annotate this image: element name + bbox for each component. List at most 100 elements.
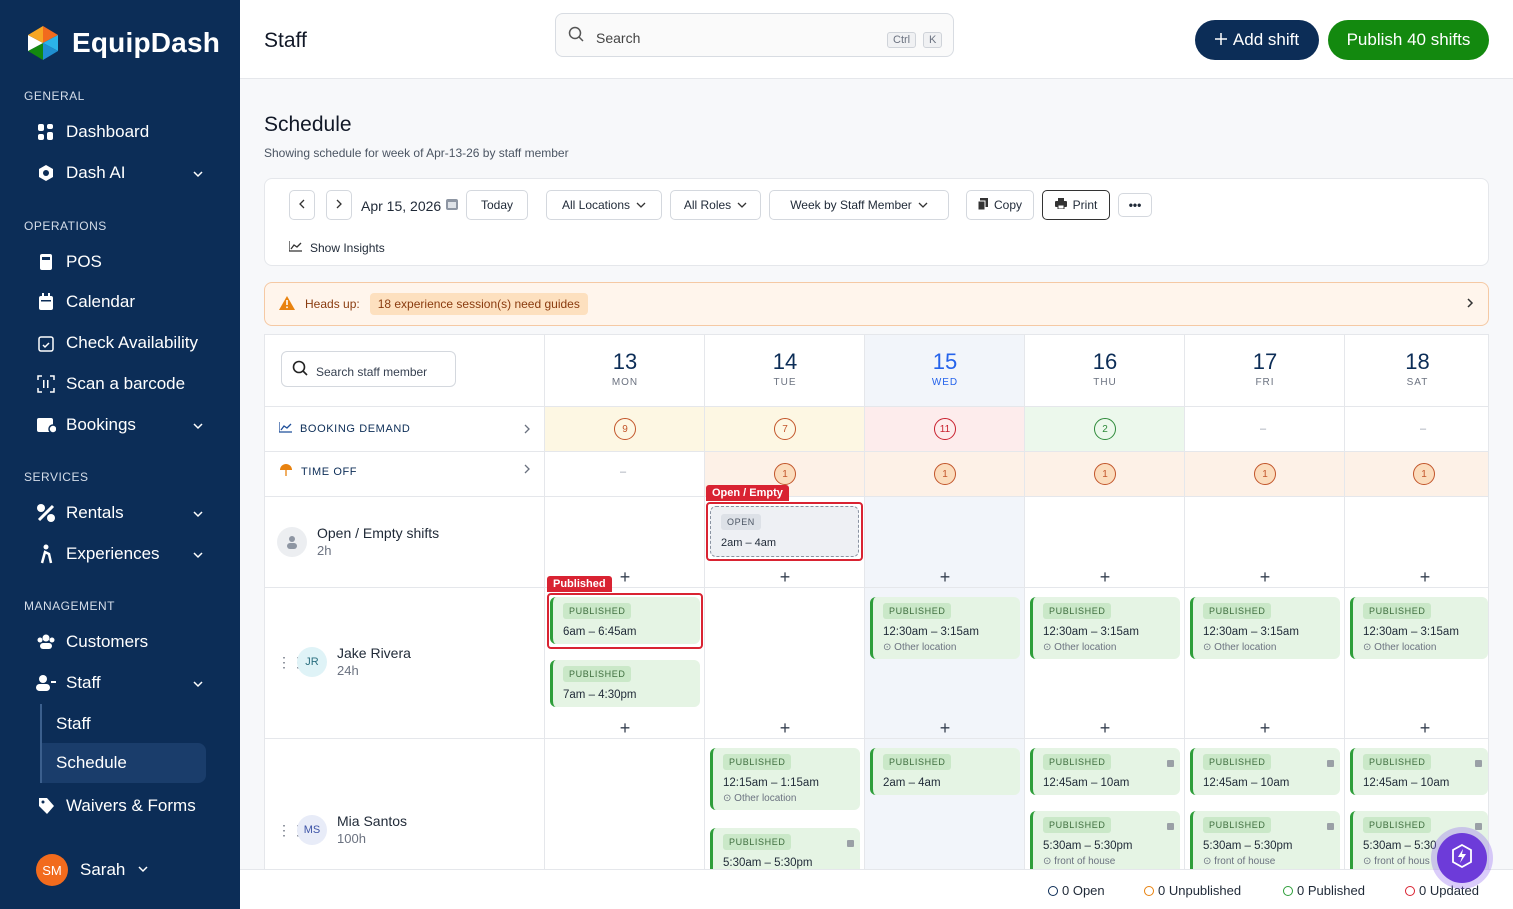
sidebar-item-customers[interactable]: Customers: [36, 625, 216, 659]
search-input[interactable]: Search: [596, 30, 641, 46]
locations-value: All Locations: [561, 198, 631, 212]
chevron-right-icon[interactable]: [523, 463, 531, 477]
add-shift-plus-wed[interactable]: +: [939, 567, 951, 587]
timeoff-count-sat[interactable]: 1: [1413, 463, 1435, 485]
open-shift-card[interactable]: OPEN 2am – 4am: [710, 506, 859, 557]
sidebar-item-pos[interactable]: POS: [36, 245, 216, 279]
shift-card[interactable]: PUBLISHED 12:45am – 10am: [1350, 748, 1488, 795]
time-off-row-label[interactable]: TIME OFF: [279, 464, 357, 479]
shift-card[interactable]: PUBLISHED 12:30am – 3:15am ⊙ Other locatio…: [870, 597, 1020, 659]
shift-card[interactable]: PUBLISHED 12:15am – 1:15am ⊙ Other locatio…: [710, 748, 860, 810]
add-shift-plus-sat[interactable]: +: [1419, 718, 1431, 738]
publish-shifts-button[interactable]: Publish 40 shifts: [1328, 20, 1489, 60]
date-picker[interactable]: Apr 15, 2026: [361, 197, 459, 214]
sidebar-item-experiences[interactable]: Experiences: [36, 537, 216, 571]
global-search[interactable]: Search Ctrl K: [555, 13, 954, 57]
grid-icon: [36, 122, 56, 142]
sidebar-item-scan-barcode[interactable]: Scan a barcode: [36, 367, 216, 401]
lightning-icon: [1451, 843, 1473, 873]
user-menu[interactable]: SM Sarah: [36, 854, 149, 886]
view-dropdown[interactable]: Week by Staff Member: [769, 190, 949, 220]
timeoff-count-tue[interactable]: 1: [774, 463, 796, 485]
shift-card[interactable]: PUBLISHED 7am – 4:30pm: [550, 660, 700, 707]
add-shift-plus-mon[interactable]: +: [619, 567, 631, 587]
add-shift-plus-fri[interactable]: +: [1259, 567, 1271, 587]
chevron-right-icon[interactable]: [523, 423, 531, 437]
location-pin-icon: ⊙: [1043, 856, 1052, 867]
demand-count-thu[interactable]: 2: [1094, 418, 1116, 440]
sidebar-item-dashboard[interactable]: Dashboard: [36, 115, 216, 149]
status-dot-icon: [1048, 885, 1058, 896]
add-shift-button[interactable]: Add shift: [1195, 20, 1319, 60]
shift-card[interactable]: PUBLISHED 12:30am – 3:15am ⊙ Other locatio…: [1350, 597, 1488, 659]
shift-card[interactable]: PUBLISHED 2am – 4am: [870, 748, 1020, 795]
nav-section-operations: OPERATIONS: [24, 219, 107, 233]
day-number: 15: [932, 349, 958, 374]
more-options-button[interactable]: •••: [1118, 193, 1152, 217]
sidebar-item-bookings[interactable]: Bookings: [36, 408, 216, 442]
sidebar-subitem-staff[interactable]: Staff: [40, 704, 206, 744]
shift-card[interactable]: PUBLISHED 12:45am – 10am: [1030, 748, 1180, 795]
staff-row-jake-rivera[interactable]: ⋮⋮ JR Jake Rivera 24h: [277, 645, 411, 678]
grid-divider: [265, 406, 1488, 407]
shift-location: ⊙ front of house: [1203, 856, 1330, 867]
add-shift-plus-wed[interactable]: +: [939, 718, 951, 738]
published-badge: PUBLISHED: [883, 754, 952, 770]
show-insights-toggle[interactable]: Show Insights: [288, 241, 385, 255]
prev-week-button[interactable]: [289, 190, 315, 220]
staff-hours: 24h: [337, 663, 359, 678]
booking-demand-row-label[interactable]: BOOKING DEMAND: [278, 422, 410, 436]
next-week-button[interactable]: [326, 190, 352, 220]
shift-card[interactable]: PUBLISHED 5:30am – 5:30pm: [710, 828, 860, 874]
assistant-fab-button[interactable]: [1437, 833, 1487, 883]
add-shift-plus-sat[interactable]: +: [1419, 567, 1431, 587]
logo[interactable]: EquipDash: [24, 24, 220, 62]
sidebar-item-waivers-forms[interactable]: Waivers & Forms: [36, 789, 216, 823]
sidebar-item-staff[interactable]: Staff: [36, 666, 216, 700]
shift-card[interactable]: PUBLISHED 12:30am – 3:15am ⊙ Other locatio…: [1030, 597, 1180, 659]
sidebar-item-check-availability[interactable]: Check Availability: [36, 326, 216, 360]
search-icon: [568, 26, 584, 45]
timeoff-count-wed[interactable]: 1: [934, 463, 956, 485]
shift-card[interactable]: PUBLISHED 12:30am – 3:15am ⊙ Other locatio…: [1190, 597, 1340, 659]
staff-row-mia-santos[interactable]: ⋮⋮ MS Mia Santos 100h: [277, 813, 407, 846]
add-shift-plus-tue[interactable]: +: [779, 718, 791, 738]
calendar-icon: [36, 292, 56, 312]
chart-icon: [288, 241, 302, 255]
drag-handle-icon[interactable]: ⋮⋮: [277, 653, 305, 670]
add-shift-plus-thu[interactable]: +: [1099, 567, 1111, 587]
search-staff-input[interactable]: Search staff member: [281, 351, 456, 387]
drag-handle-icon[interactable]: ⋮⋮: [277, 821, 305, 838]
calendar-icon: [445, 197, 459, 214]
heads-up-alert[interactable]: Heads up: 18 experience session(s) need …: [264, 282, 1489, 326]
add-shift-plus-tue[interactable]: +: [779, 567, 791, 587]
published-badge: PUBLISHED: [1363, 603, 1432, 619]
shift-card[interactable]: PUBLISHED 5:30am – 5:30pm ⊙ front of house: [1190, 811, 1340, 874]
timeoff-count-thu[interactable]: 1: [1094, 463, 1116, 485]
selected-shift-outline: [706, 502, 863, 561]
shift-card[interactable]: PUBLISHED 6am – 6:45am: [550, 597, 700, 644]
chevron-down-icon: [737, 198, 747, 212]
shift-card[interactable]: PUBLISHED 5:30am – 5:30pm ⊙ front of house: [1030, 811, 1180, 874]
sidebar-item-dash-ai[interactable]: Dash AI: [36, 156, 216, 190]
timeoff-count-fri[interactable]: 1: [1254, 463, 1276, 485]
sidebar-subitem-schedule[interactable]: Schedule: [40, 743, 206, 783]
demand-count-wed[interactable]: 11: [934, 418, 956, 440]
print-button[interactable]: Print: [1042, 190, 1110, 220]
locations-dropdown[interactable]: All Locations: [546, 190, 662, 220]
copy-button[interactable]: Copy: [966, 190, 1034, 220]
demand-count-tue[interactable]: 7: [774, 418, 796, 440]
add-shift-plus-mon[interactable]: +: [619, 718, 631, 738]
roles-dropdown[interactable]: All Roles: [670, 190, 761, 220]
sidebar-item-rentals[interactable]: Rentals: [36, 496, 216, 530]
shift-card[interactable]: PUBLISHED 12:45am – 10am: [1190, 748, 1340, 795]
shift-time: 12:45am – 10am: [1363, 777, 1450, 789]
sidebar-item-calendar[interactable]: Calendar: [36, 285, 216, 319]
schedule-subtitle: Showing schedule for week of Apr-13-26 b…: [264, 146, 569, 160]
add-shift-plus-fri[interactable]: +: [1259, 718, 1271, 738]
today-button[interactable]: Today: [466, 190, 528, 220]
add-shift-plus-thu[interactable]: +: [1099, 718, 1111, 738]
sidebar-item-label: Scan a barcode: [66, 374, 186, 393]
sidebar-item-label: Dashboard: [66, 122, 150, 141]
demand-count-mon[interactable]: 9: [614, 418, 636, 440]
